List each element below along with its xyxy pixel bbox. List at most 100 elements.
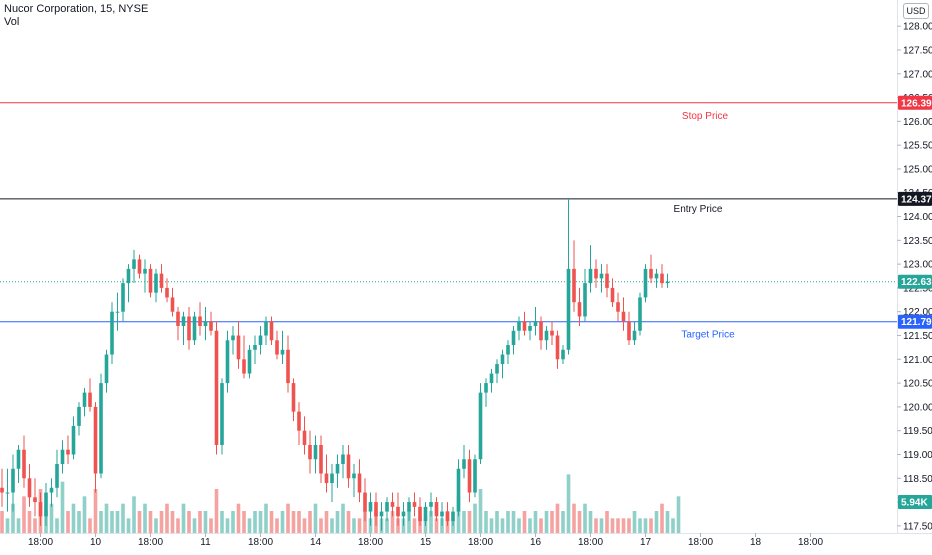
volume-bar — [302, 518, 307, 533]
level-price-badge-background — [898, 314, 932, 329]
volume-bar — [357, 518, 362, 533]
price-tick-label: 124.00 — [903, 212, 932, 223]
candle-body — [583, 283, 587, 317]
volume-bar — [181, 503, 186, 533]
level-label: Entry Price — [674, 204, 723, 215]
volume-bar — [269, 511, 274, 533]
volume-bar — [253, 511, 257, 533]
time-tick-label: 11 — [200, 537, 211, 548]
volume-bar — [126, 518, 131, 533]
last-volume-badge: 5.94K — [901, 498, 928, 509]
candle-body — [99, 383, 103, 474]
price-tick-label: 123.50 — [903, 236, 932, 247]
volume-bar — [544, 511, 549, 533]
price-tick-label: 128.00 — [903, 22, 932, 33]
time-tick-label: 18:00 — [798, 537, 823, 548]
candle-body — [121, 283, 125, 312]
time-tick-label: 18:00 — [358, 537, 383, 548]
candle-body — [495, 364, 499, 374]
candle-body — [517, 321, 521, 331]
last-price-badge-background — [898, 274, 932, 289]
candle-body — [456, 468, 461, 512]
volume-bar — [225, 518, 230, 533]
volume-bar — [649, 518, 653, 533]
candle-body — [572, 268, 576, 303]
candle-body — [407, 502, 411, 512]
candle-body — [137, 259, 142, 274]
volume-indicator-label[interactable]: Vol — [4, 16, 20, 28]
candle-body — [445, 511, 450, 522]
candle-body — [522, 321, 527, 331]
volume-bar — [308, 511, 312, 533]
volume-bar — [385, 518, 389, 533]
candle-body — [264, 321, 268, 336]
candle-body — [627, 321, 631, 341]
time-tick-label: 18:00 — [28, 537, 53, 548]
volume-bar — [671, 518, 675, 533]
candle-body — [22, 449, 26, 479]
candle-body — [335, 463, 340, 474]
candle-body — [66, 449, 70, 455]
candle-body — [291, 383, 296, 412]
candle-body — [341, 454, 345, 464]
volume-bar — [561, 511, 565, 533]
price-tick-label: 117.50 — [903, 521, 932, 532]
price-tick-label: 119.00 — [903, 450, 932, 461]
time-axis: 18:00 10 18:00 11 18:00 14 18:00 15 18:00 16 18:00… — [0, 533, 932, 548]
candle-body — [225, 340, 230, 384]
candle-body — [605, 273, 609, 288]
volume-bar — [154, 518, 158, 533]
volume-bar — [517, 518, 521, 533]
candle-body — [566, 268, 571, 350]
volume-bar — [313, 503, 318, 533]
price-tick-label: 126.00 — [903, 117, 932, 128]
candle-body — [214, 330, 219, 445]
time-tick-label: 18:00 — [468, 537, 493, 548]
candle-body — [478, 392, 483, 460]
volume-bar — [319, 518, 323, 533]
currency-button[interactable]: USD — [903, 3, 929, 19]
volume-bar — [572, 503, 576, 533]
candle-body — [451, 511, 455, 522]
candle-body — [467, 459, 472, 493]
candle-body — [187, 316, 191, 341]
candle-body — [561, 349, 565, 360]
candle-body — [654, 273, 659, 279]
volume-bar — [27, 511, 32, 533]
candle-body — [462, 459, 466, 469]
volume-bar — [341, 503, 345, 533]
volume-bar — [82, 496, 87, 533]
volume-bar — [280, 511, 285, 533]
candle-body — [368, 502, 373, 512]
volume-bar — [198, 511, 202, 533]
candle-body — [638, 297, 642, 331]
volume-bar — [577, 511, 582, 533]
volume-bar — [99, 511, 103, 533]
candle-body — [621, 311, 626, 322]
candle-body — [258, 335, 263, 346]
candle-body — [319, 444, 323, 474]
price-tick-label: 120.00 — [903, 402, 932, 413]
volume-bar — [605, 511, 609, 533]
level-label: Stop Price — [682, 111, 729, 122]
volume-bar — [165, 503, 169, 533]
candle-body — [269, 321, 274, 341]
candle-body — [632, 330, 637, 341]
price-tick-label: 123.00 — [903, 260, 932, 271]
volume-bar — [66, 511, 70, 533]
candle-body — [324, 473, 329, 484]
candle-body — [132, 259, 136, 269]
candle-body — [544, 330, 549, 341]
volume-bar — [533, 511, 538, 533]
candle-body — [16, 449, 21, 469]
candle-body — [71, 425, 76, 455]
candle-body — [49, 487, 54, 493]
candle-body — [104, 354, 109, 384]
time-tick-label: 10 — [90, 537, 102, 548]
volume-bar — [242, 511, 246, 533]
time-tick-label: 18:00 — [688, 537, 713, 548]
price-tick-label: 121.00 — [903, 355, 932, 366]
volume-bar — [192, 518, 197, 533]
